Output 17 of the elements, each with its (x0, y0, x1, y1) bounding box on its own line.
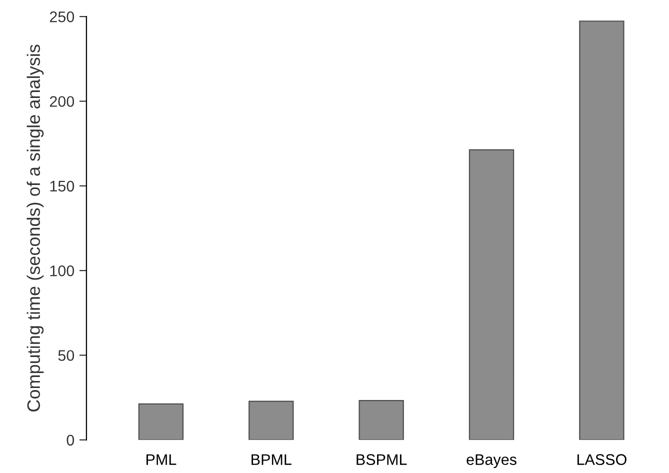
y-tick-label: 200 (50, 96, 74, 107)
x-tick-label: eBayes (466, 454, 516, 468)
y-axis-title: Computing time (seconds) of a single analysis (26, 44, 44, 412)
x-tick-label: PML (146, 454, 176, 465)
bar (468, 149, 514, 440)
bar (248, 400, 294, 440)
y-tick-label: 250 (50, 11, 74, 22)
y-tick-label: 0 (66, 434, 74, 446)
bar (579, 20, 624, 440)
bar (358, 400, 404, 440)
bar (138, 403, 184, 440)
y-tick-label: 50 (58, 350, 74, 361)
y-tick-label: 150 (50, 180, 74, 192)
x-tick-label: LASSO (577, 454, 626, 465)
x-tick-label: BPML (252, 454, 292, 465)
x-tick-label: BSPML (356, 454, 407, 465)
y-tick-label: 100 (50, 265, 74, 276)
